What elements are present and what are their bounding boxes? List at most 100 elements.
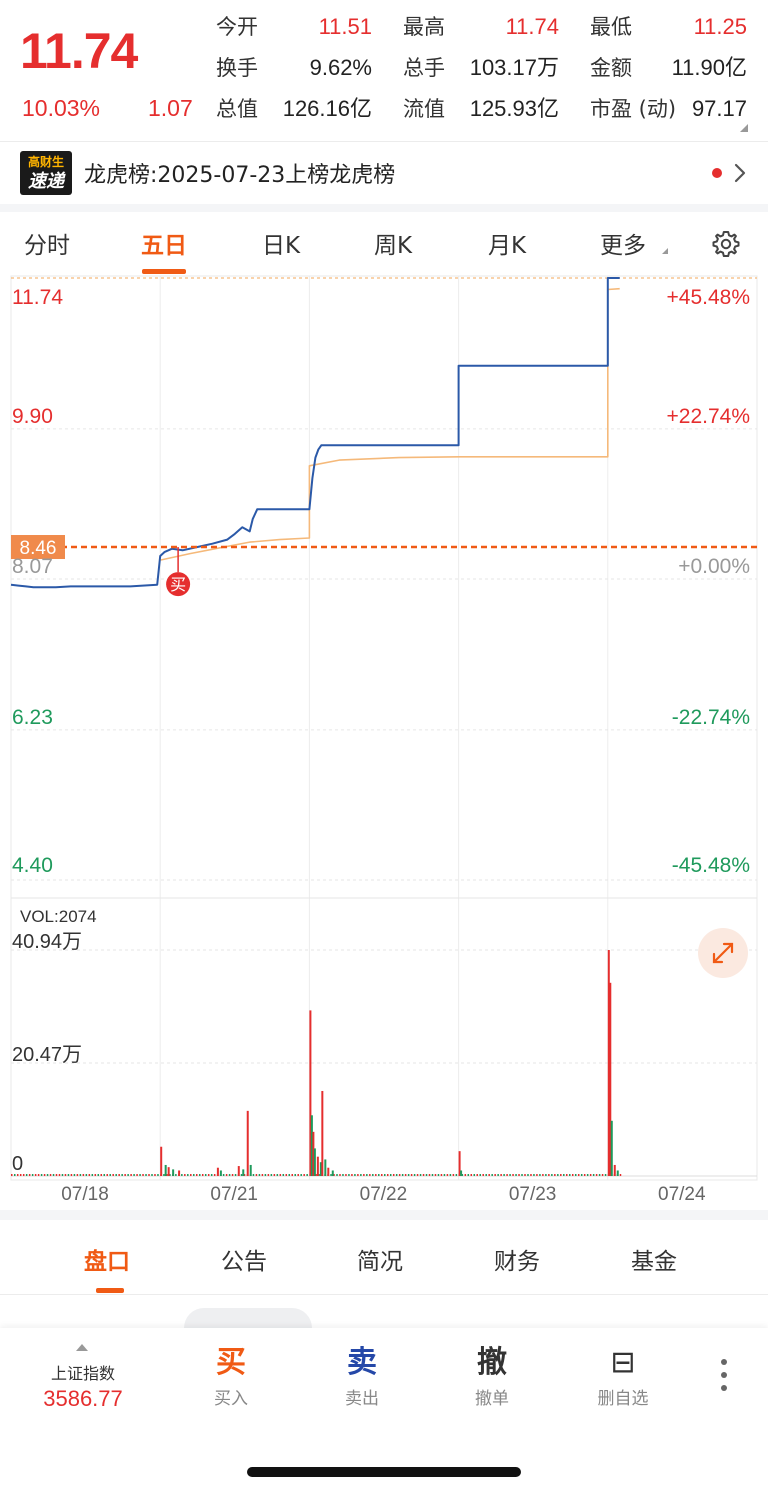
- volume-bar: [127, 1174, 129, 1176]
- volume-bar: [242, 1169, 245, 1176]
- tab-financials[interactable]: 财务: [494, 1249, 540, 1275]
- volume-bar: [494, 1174, 496, 1176]
- volume-bar: [11, 1174, 13, 1176]
- volume-bar: [542, 1174, 544, 1176]
- volume-bar: [434, 1174, 437, 1176]
- chart-labels: 11.74 +45.48% 9.90 +22.74% 8.07 +0.00% 6.23 -22…: [12, 286, 750, 877]
- volume-bar: [178, 1170, 181, 1176]
- volume-bar: [139, 1174, 141, 1176]
- volume-bar: [586, 1174, 589, 1176]
- volume-bar: [467, 1174, 470, 1176]
- volume-bar: [231, 1174, 234, 1176]
- index-value[interactable]: 3586.77: [43, 1386, 123, 1411]
- volume-bar: [79, 1174, 82, 1176]
- volume-bar: [574, 1174, 577, 1176]
- expand-up-icon[interactable]: [76, 1344, 88, 1351]
- kebab-icon[interactable]: [720, 1358, 728, 1392]
- price-axis-label: 4.40: [12, 854, 53, 877]
- remove-watchlist-icon: ⊟: [610, 1345, 636, 1380]
- period-tabs: 分时 五日 日K 周K 月K 更多: [0, 212, 768, 276]
- expand-icon[interactable]: [697, 927, 749, 979]
- volume-bar: [294, 1174, 296, 1176]
- divider: [0, 141, 768, 142]
- tab-order-book[interactable]: 盘口: [84, 1249, 130, 1275]
- gear-icon[interactable]: [711, 229, 741, 259]
- volume-bar: [255, 1174, 258, 1176]
- tab-five-day[interactable]: 五日: [141, 233, 187, 259]
- tab-funds[interactable]: 基金: [631, 1249, 677, 1275]
- tab-more[interactable]: 更多: [600, 233, 646, 259]
- tab-intraday[interactable]: 分时: [24, 233, 70, 259]
- x-tick-label: 07/22: [360, 1184, 408, 1205]
- volume-bar: [324, 1159, 327, 1176]
- volume-bar: [530, 1174, 532, 1176]
- buy-marker-label: 买: [170, 575, 186, 594]
- volume-bar: [198, 1174, 201, 1176]
- volume-bar: [536, 1174, 538, 1176]
- volume-bar: [482, 1174, 484, 1176]
- volume-bar: [413, 1174, 416, 1176]
- sell-button[interactable]: 卖 卖出: [317, 1344, 407, 1409]
- volume-bar: [109, 1174, 111, 1176]
- volume-bar: [410, 1174, 413, 1176]
- volume-bar: [19, 1174, 22, 1176]
- volume-bar: [571, 1174, 574, 1176]
- volume-bar: [249, 1164, 252, 1176]
- volume-bar: [458, 1151, 461, 1176]
- chevron-right-icon[interactable]: [733, 161, 747, 185]
- cancel-order-button[interactable]: 撤 撤单: [447, 1344, 537, 1409]
- volume-bar: [70, 1174, 73, 1176]
- volume-bar: [121, 1174, 123, 1176]
- volume-bar: [401, 1174, 404, 1176]
- volume-title: VOL:2074: [20, 907, 97, 926]
- volume-bar: [124, 1174, 126, 1176]
- volume-bar: [315, 1174, 317, 1176]
- volume-bar: [476, 1174, 479, 1176]
- tab-weekly-k[interactable]: 周K: [374, 233, 413, 259]
- cost-tag-label: 8.46: [20, 538, 57, 559]
- volume-bar: [330, 1174, 332, 1176]
- volume-bar: [500, 1174, 502, 1176]
- index-name[interactable]: 上证指数: [50, 1364, 115, 1383]
- volume-bar: [103, 1174, 106, 1176]
- volume-bar: [473, 1174, 476, 1176]
- five-day-chart[interactable]: 8.46 买 11.74 +45.48% 9.90 +22.74% 8.07 +0.00% 6…: [0, 270, 768, 1210]
- volume-bar: [440, 1174, 443, 1176]
- tab-monthly-k[interactable]: 月K: [488, 233, 527, 259]
- volume-bar: [595, 1174, 598, 1176]
- volume-bar: [548, 1174, 550, 1176]
- remove-watchlist-button[interactable]: ⊟ 删自选: [578, 1344, 668, 1409]
- volume-bar: [94, 1174, 97, 1176]
- buy-marker: [166, 572, 191, 597]
- volume-bar: [25, 1174, 28, 1176]
- news-banner[interactable]: 高财生 速递 龙虎榜:2025-07-23上榜龙虎榜: [0, 142, 768, 204]
- volume-bar: [181, 1174, 183, 1176]
- volume-bar: [375, 1174, 377, 1176]
- volume-bar: [288, 1174, 291, 1176]
- chart-frame: [10, 275, 758, 1181]
- volume-bar: [73, 1174, 76, 1176]
- volume-bar: [425, 1174, 428, 1176]
- volume-bar: [521, 1174, 523, 1176]
- volume-bar: [82, 1174, 85, 1176]
- volume-bar: [237, 1166, 240, 1176]
- volume-bar: [309, 1010, 312, 1176]
- news-headline[interactable]: 龙虎榜:2025-07-23上榜龙虎榜: [84, 163, 396, 188]
- buy-label: 买入: [214, 1389, 248, 1409]
- volume-bar: [443, 1174, 446, 1176]
- volume-bar: [16, 1174, 19, 1176]
- volume-bar: [392, 1174, 395, 1176]
- volume-bar: [49, 1174, 52, 1176]
- tab-announcements[interactable]: 公告: [221, 1249, 267, 1275]
- tab-daily-k[interactable]: 日K: [262, 233, 301, 259]
- price-axis-label: 11.74: [12, 286, 63, 309]
- volume-bar: [613, 1164, 616, 1176]
- volume-axis-label: 20.47万: [12, 1044, 82, 1066]
- volume-bar: [485, 1174, 487, 1176]
- buy-button[interactable]: 买 买入: [186, 1344, 276, 1409]
- volume-bar: [479, 1174, 481, 1176]
- stat-low: 最低 11.25: [590, 14, 747, 39]
- expand-corner-icon[interactable]: [740, 124, 748, 132]
- tab-profile[interactable]: 简况: [357, 1249, 403, 1275]
- volume-bar: [524, 1174, 526, 1176]
